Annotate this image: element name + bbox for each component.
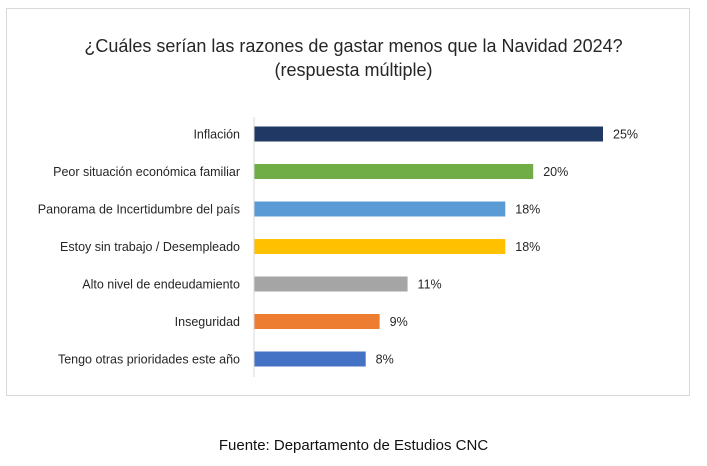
value-label: 25% bbox=[613, 128, 638, 142]
bar bbox=[254, 164, 534, 179]
chart-subtitle: (respuesta múltiple) bbox=[274, 60, 433, 80]
value-label: 18% bbox=[515, 240, 540, 254]
value-label: 8% bbox=[376, 353, 394, 367]
category-label: Inflación bbox=[193, 128, 240, 142]
category-label: Alto nivel de endeudamiento bbox=[82, 278, 240, 292]
category-label: Peor situación económica familiar bbox=[53, 165, 240, 179]
category-label: Tengo otras prioridades este año bbox=[58, 353, 240, 367]
bar bbox=[254, 126, 603, 142]
category-label: Inseguridad bbox=[175, 315, 240, 329]
bar bbox=[254, 314, 380, 329]
chart-title: ¿Cuáles serían las razones de gastar men… bbox=[84, 36, 623, 56]
value-label: 18% bbox=[515, 203, 540, 217]
value-label: 11% bbox=[418, 278, 442, 292]
bars-group: Inflación 25% Peor situación económica fam… bbox=[38, 126, 638, 367]
bar bbox=[254, 351, 366, 367]
category-label: Panorama de Incertidumbre del país bbox=[38, 203, 240, 217]
bar bbox=[254, 201, 506, 217]
value-label: 20% bbox=[543, 165, 568, 179]
source-note: Fuente: Departamento de Estudios CNC bbox=[218, 437, 489, 454]
category-label: Estoy sin trabajo / Desempleado bbox=[60, 240, 240, 254]
bar bbox=[254, 276, 408, 292]
bar bbox=[254, 239, 506, 254]
value-label: 9% bbox=[390, 315, 408, 329]
